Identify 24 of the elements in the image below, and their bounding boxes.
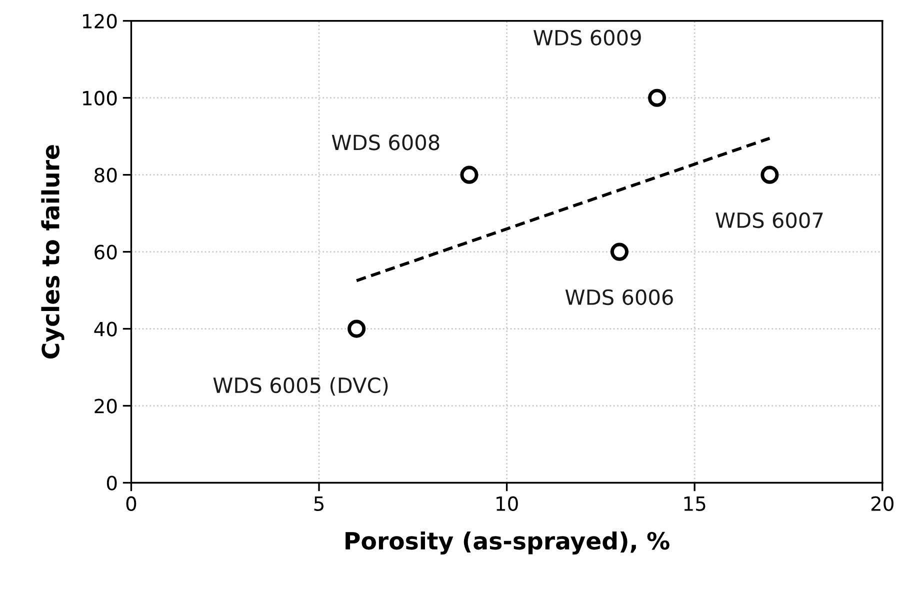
- y-tick-label: 0: [106, 476, 117, 490]
- point: [610, 242, 628, 261]
- y-tick-label: 20: [94, 398, 117, 414]
- point: [348, 320, 366, 338]
- point: [460, 166, 478, 184]
- y-axis-title: Cycles to failure: [41, 145, 64, 358]
- y-tick-label: 40: [94, 322, 117, 336]
- y-tick-label: 120: [83, 14, 117, 29]
- x-tick-label: 0: [126, 496, 136, 512]
- annotation: WDS 6007: [716, 212, 823, 228]
- y-tick-label: 80: [94, 168, 117, 182]
- x-axis-title: Porosity (as-sprayed), %: [346, 531, 670, 554]
- x-tick-label: 5: [314, 496, 324, 512]
- annotation: WDS 6005 (DVC): [213, 377, 388, 396]
- annotation: WDS 6008: [332, 134, 440, 150]
- x-tick-label: 10: [496, 496, 518, 512]
- point: [648, 88, 666, 107]
- annotation: WDS 6006: [565, 289, 673, 306]
- point: [760, 166, 779, 184]
- y-tick-label: 60: [94, 244, 117, 260]
- annotation: WDS 6009: [534, 30, 641, 46]
- y-tick-label: 100: [83, 90, 117, 106]
- x-tick-label: 20: [871, 496, 894, 512]
- x-tick-label: 15: [684, 496, 706, 512]
